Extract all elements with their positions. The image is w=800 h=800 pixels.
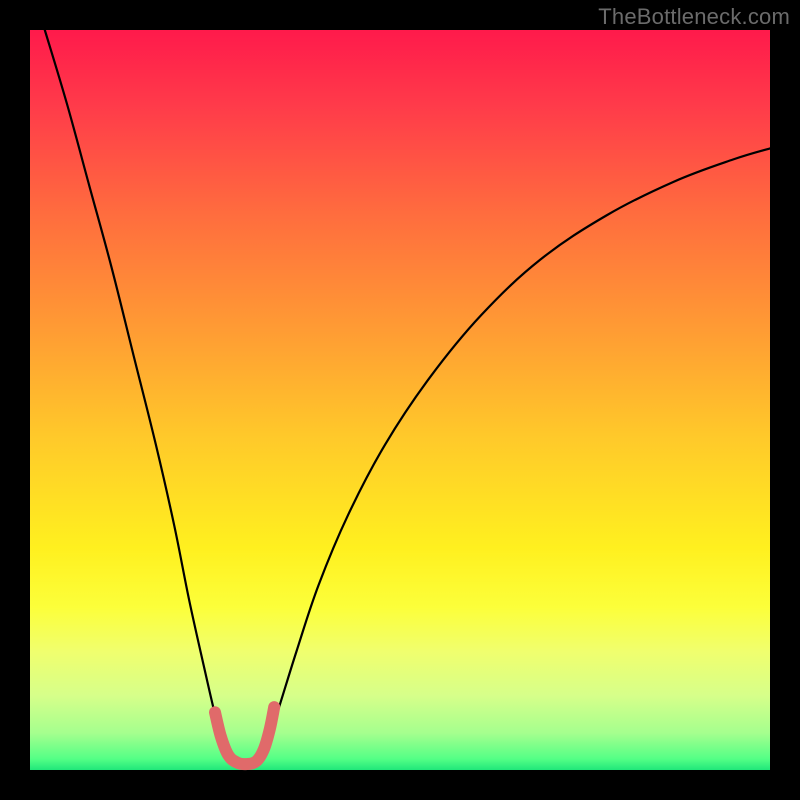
watermark-label: TheBottleneck.com: [598, 4, 790, 30]
gradient-chart: [0, 0, 800, 800]
chart-stage: TheBottleneck.com: [0, 0, 800, 800]
plot-background: [30, 30, 770, 770]
